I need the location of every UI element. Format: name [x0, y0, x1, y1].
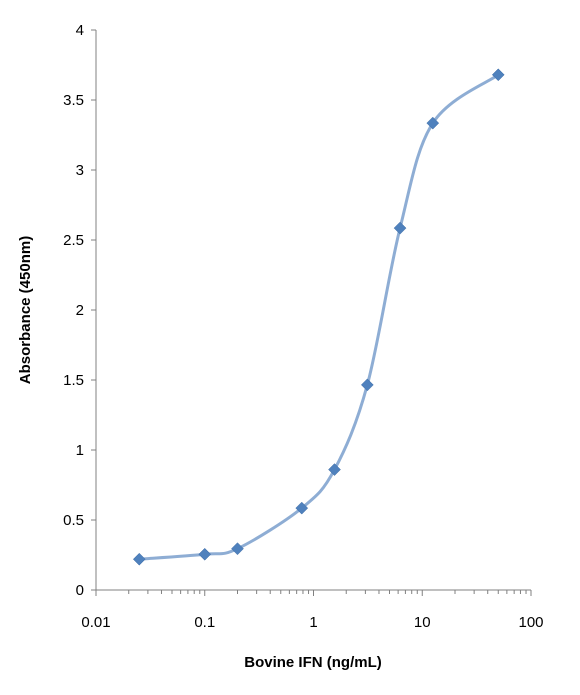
data-point [360, 378, 374, 392]
x-tick-label: 0.01 [81, 614, 110, 631]
y-tick-label: 3.5 [63, 92, 84, 109]
y-tick-label: 4 [76, 22, 84, 39]
y-tick-label: 2 [76, 302, 84, 319]
x-tick-label: 100 [518, 614, 543, 631]
x-axis-label: Bovine IFN (ng/mL) [244, 654, 382, 671]
data-point [393, 221, 407, 235]
x-tick-label: 1 [309, 614, 317, 631]
y-tick-label: 0 [76, 582, 84, 599]
x-tick-labels: 0.01 0.1 1 10 100 [81, 614, 543, 631]
data-point [231, 542, 244, 556]
data-point [491, 68, 505, 82]
data-point [132, 552, 146, 566]
series-line [137, 73, 500, 561]
data-point [426, 116, 440, 130]
data-points [132, 68, 505, 566]
data-point [328, 463, 341, 476]
data-point [295, 501, 309, 515]
x-tick-label: 10 [414, 614, 431, 631]
axes [91, 29, 532, 596]
y-tick-label: 0.5 [63, 512, 84, 529]
y-tick-label: 2.5 [63, 232, 84, 249]
y-axis-label: Absorbance (450nm) [17, 236, 34, 384]
y-tick-label: 1 [76, 442, 84, 459]
x-tick-label: 0.1 [194, 614, 215, 631]
y-tick-label: 3 [76, 162, 84, 179]
data-point [198, 547, 212, 561]
y-tick-label: 1.5 [63, 372, 84, 389]
y-tick-labels: 0 0.5 1 1.5 2 2.5 3 3.5 4 [63, 22, 84, 599]
